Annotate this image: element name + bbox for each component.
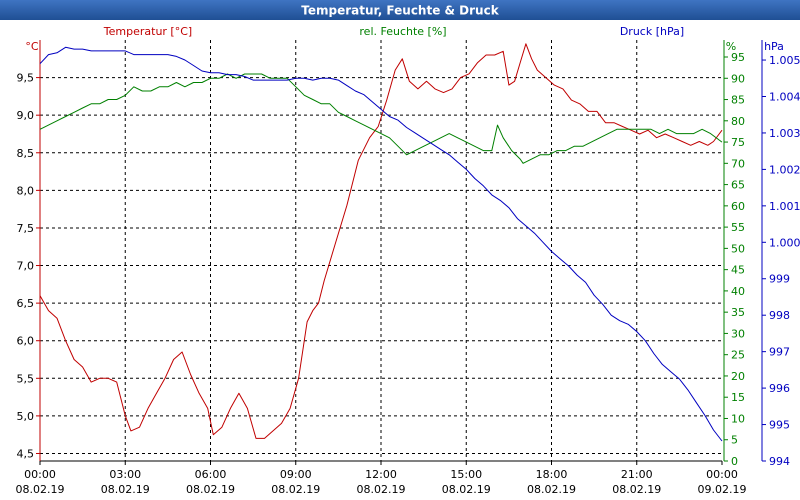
temperature-tick-label: 8,0 (17, 184, 35, 197)
temperature-tick-label: 9,0 (17, 109, 35, 122)
pressure-tick-label: 995 (769, 419, 790, 432)
x-tick-label-time: 00:00 (706, 468, 738, 481)
humidity-tick-label: 55 (731, 221, 745, 234)
temperature-tick-label: 7,0 (17, 260, 35, 273)
humidity-tick-label: 60 (731, 200, 745, 213)
temperature-axis-unit: °C (25, 40, 39, 53)
humidity-axis-title: rel. Feuchte [%] (359, 25, 446, 38)
temperature-tick-label: 6,0 (17, 335, 35, 348)
humidity-axis-unit: % (726, 40, 736, 53)
x-tick-label-date: 08.02.19 (612, 483, 661, 496)
x-tick-label-date: 08.02.19 (357, 483, 406, 496)
pressure-tick-label: 1.003 (769, 127, 800, 140)
humidity-tick-label: 40 (731, 285, 745, 298)
chart-title: Temperatur, Feuchte & Druck (301, 4, 499, 18)
temperature-tick-label: 5,0 (17, 410, 35, 423)
humidity-tick-label: 65 (731, 179, 745, 192)
x-tick-label-time: 06:00 (195, 468, 227, 481)
temperature-tick-label: 8,5 (17, 147, 35, 160)
humidity-tick-label: 70 (731, 157, 745, 170)
x-tick-label-date: 08.02.19 (16, 483, 65, 496)
temperature-tick-label: 5,5 (17, 372, 35, 385)
pressure-axis-title: Druck [hPa] (620, 25, 684, 38)
axis-layer: 4,5 5,0 5,5 6,0 6,5 7,0 7,5 8,0 8,5 9,0 9,5 0 5 10 15 2… (16, 51, 800, 496)
x-tick-label-date: 08.02.19 (442, 483, 491, 496)
pressure-tick-label: 1.005 (769, 54, 800, 67)
series-layer (39, 43, 723, 442)
temperature-tick-label: 4,5 (17, 447, 35, 460)
pressure-tick-label: 1.000 (769, 236, 800, 249)
x-tick-label-time: 12:00 (365, 468, 397, 481)
humidity-tick-label: 85 (731, 94, 745, 107)
humidity-tick-label: 10 (731, 412, 745, 425)
x-tick-label-date: 08.02.19 (271, 483, 320, 496)
temperature-tick-label: 6,5 (17, 297, 35, 310)
x-tick-label-date: 08.02.19 (101, 483, 150, 496)
humidity-tick-label: 90 (731, 72, 745, 85)
x-tick-label-time: 00:00 (24, 468, 56, 481)
x-tick-label-time: 03:00 (109, 468, 141, 481)
pressure-tick-label: 1.002 (769, 163, 800, 176)
humidity-tick-label: 45 (731, 264, 745, 277)
humidity-tick-label: 15 (731, 391, 745, 404)
temperature-axis-title: Temperatur [°C] (103, 25, 192, 38)
pressure-tick-label: 997 (769, 346, 790, 359)
humidity-tick-label: 20 (731, 370, 745, 383)
x-tick-label-date: 08.02.19 (186, 483, 235, 496)
temperature-tick-label: 7,5 (17, 222, 35, 235)
title-bar (0, 0, 800, 20)
pressure-tick-label: 996 (769, 382, 790, 395)
x-tick-label-time: 15:00 (450, 468, 482, 481)
x-tick-label-time: 21:00 (621, 468, 653, 481)
humidity-tick-label: 75 (731, 136, 745, 149)
humidity-series-line (39, 73, 723, 164)
x-tick-label-time: 18:00 (536, 468, 568, 481)
temperature-tick-label: 9,5 (17, 72, 35, 85)
x-tick-label-date: 08.02.19 (527, 483, 576, 496)
humidity-tick-label: 25 (731, 349, 745, 362)
pressure-tick-label: 1.004 (769, 90, 800, 103)
humidity-tick-label: 80 (731, 115, 745, 128)
temperature-series-line (39, 43, 723, 439)
pressure-tick-label: 1.001 (769, 200, 800, 213)
x-tick-label-time: 09:00 (280, 468, 312, 481)
x-tick-label-date: 09.02.19 (698, 483, 747, 496)
humidity-tick-label: 0 (731, 455, 738, 468)
humidity-tick-label: 5 (731, 434, 738, 447)
humidity-tick-label: 50 (731, 242, 745, 255)
humidity-tick-label: 30 (731, 327, 745, 340)
humidity-tick-label: 95 (731, 51, 745, 64)
humidity-tick-label: 35 (731, 306, 745, 319)
pressure-axis-unit: hPa (764, 40, 784, 53)
pressure-tick-label: 994 (769, 455, 790, 468)
pressure-series-line (39, 46, 723, 442)
grid-layer (40, 40, 722, 461)
pressure-tick-label: 999 (769, 273, 790, 286)
pressure-tick-label: 998 (769, 309, 790, 322)
